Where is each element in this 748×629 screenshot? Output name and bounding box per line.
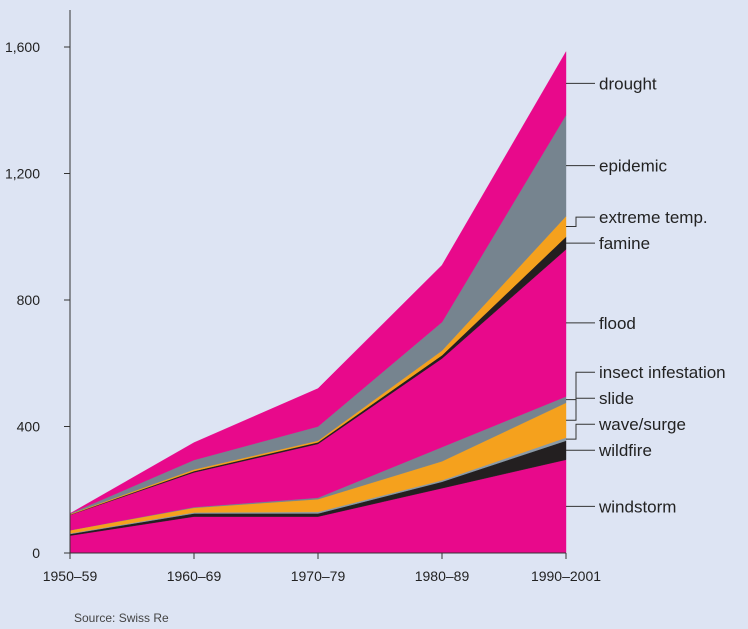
series-labels: windstorm wildfire wave/surge slide insect i…: [566, 74, 726, 516]
y-tick-label: 1,200: [5, 166, 40, 182]
series-label-windstorm: windstorm: [598, 497, 676, 516]
series-label-extreme-temp: extreme temp.: [599, 208, 708, 227]
y-tick-label: 400: [17, 419, 41, 435]
leader-line-wave-surge: [566, 423, 595, 440]
leader-line-slide: [566, 397, 595, 421]
series-label-drought: drought: [599, 74, 657, 93]
series-label-epidemic: epidemic: [599, 157, 668, 176]
area-layer: [69, 50, 567, 554]
y-tick-label: 800: [17, 292, 41, 308]
series-label-wildfire: wildfire: [598, 441, 652, 460]
axes: 0 400 800 1,200 1,600 1950–59 1960–69 1970–79 19…: [5, 10, 601, 584]
leader-line-insect-infestation: [566, 371, 595, 401]
x-tick-label: 1970–79: [291, 568, 346, 584]
x-tick-label: 1990–2001: [531, 568, 601, 584]
y-tick-label: 0: [32, 545, 40, 561]
source-note: Source: Swiss Re: [74, 611, 169, 625]
x-tick-label: 1950–59: [43, 568, 98, 584]
series-label-insect-infestation: insect infestation: [599, 363, 726, 382]
leader-line-extreme-temp: [566, 216, 595, 227]
series-label-slide: slide: [599, 389, 634, 408]
series-label-wave-surge: wave/surge: [598, 415, 686, 434]
x-tick-label: 1960–69: [167, 568, 222, 584]
series-label-flood: flood: [599, 314, 636, 333]
y-tick-label: 1,600: [5, 39, 40, 55]
x-tick-label: 1980–89: [415, 568, 470, 584]
series-label-famine: famine: [599, 234, 650, 253]
